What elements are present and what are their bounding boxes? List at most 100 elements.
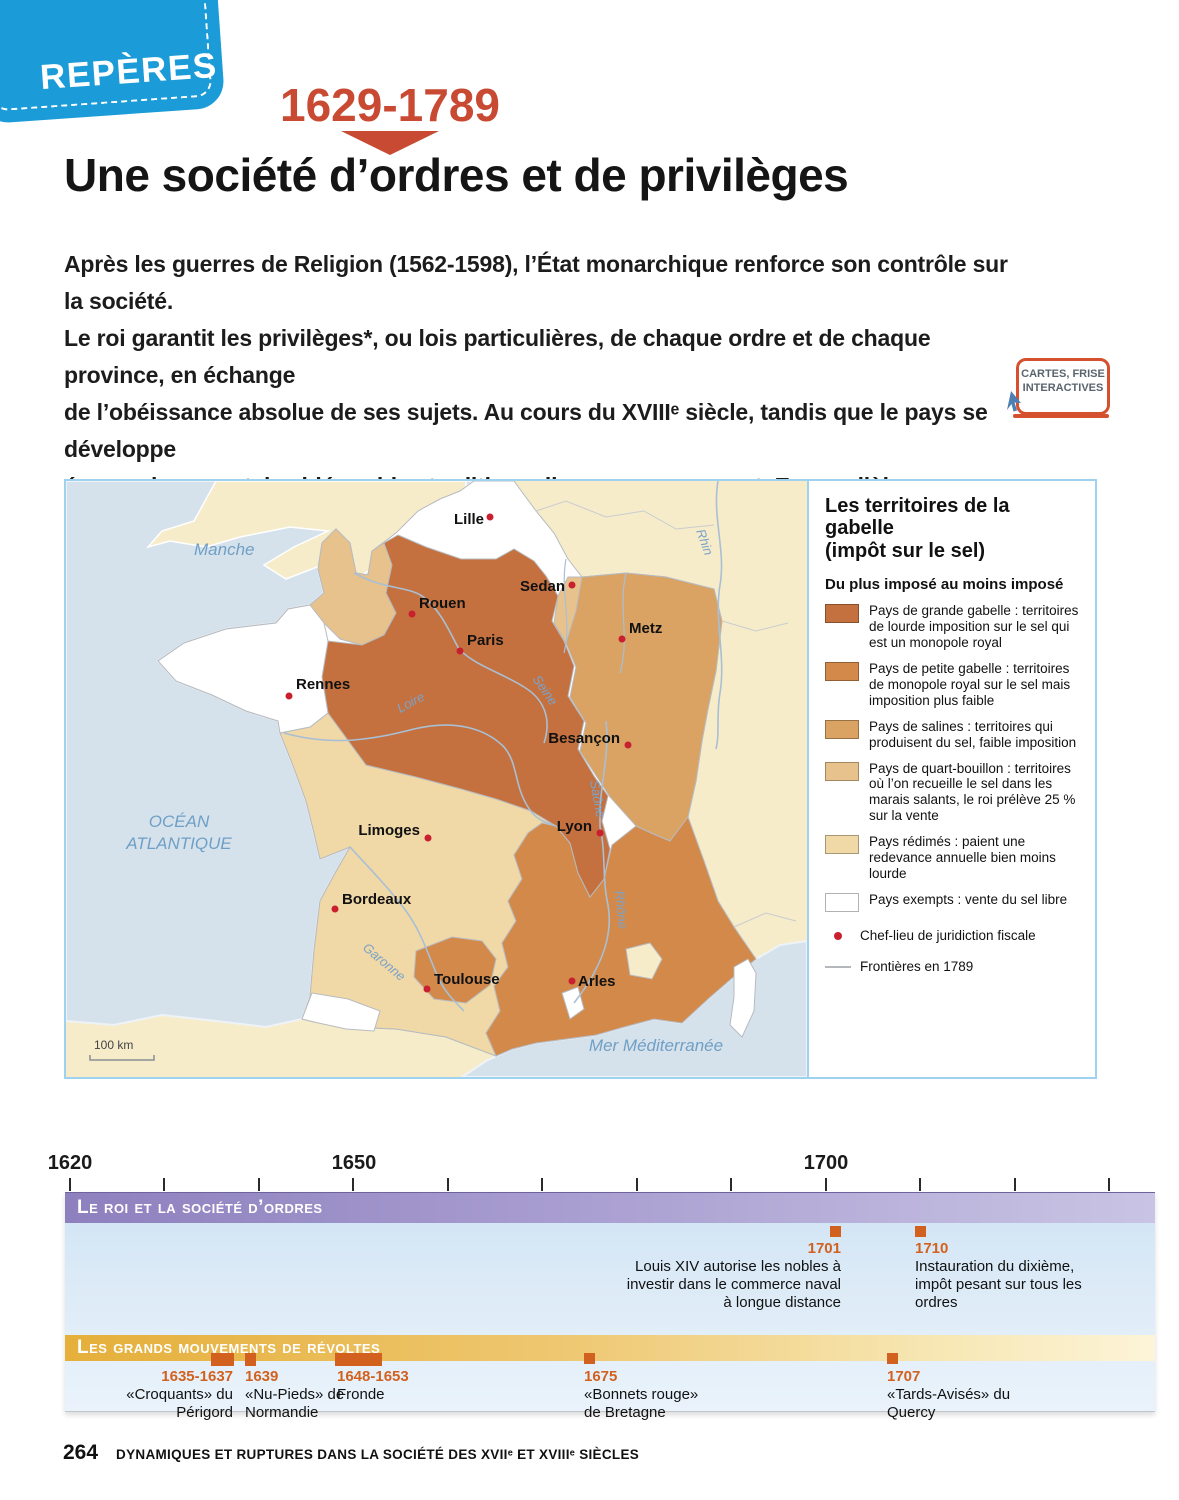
event-marker-1701 — [830, 1226, 841, 1237]
timeline-year: 1650 — [331, 1152, 377, 1174]
timeline-tick — [825, 1178, 827, 1191]
cursor-arrow-icon — [1007, 391, 1021, 412]
legend-item-redimes: Pays rédimés : paient une redevance annu… — [825, 834, 1081, 882]
event-marker-1710 — [915, 1226, 926, 1237]
legend-item-label: Pays de petite gabelle : territoires de … — [869, 660, 1071, 708]
interactive-badge-line2: INTERACTIVES — [1022, 381, 1104, 394]
interactive-badge-underline — [1013, 414, 1109, 418]
timeline-tick — [541, 1178, 543, 1191]
frontier-line — [721, 620, 789, 632]
legend-swatch — [825, 893, 859, 912]
red-dot-icon — [834, 931, 842, 940]
svg-text:Limoges: Limoges — [358, 822, 420, 839]
region-petite-gabelle — [485, 815, 757, 1057]
river-rhone — [573, 826, 611, 1004]
timeline-event-1701: 1701 Louis XIV autorise les nobles à inv… — [626, 1240, 841, 1312]
legend-item-grande-gabelle: Pays de grande gabelle : territoires de … — [825, 603, 1081, 651]
timeline-event-1710: 1710 Instauration du dixième, impôt pesa… — [915, 1240, 1095, 1312]
timeline-year: 1620 — [47, 1152, 93, 1174]
city-paris: Paris — [456, 632, 504, 655]
svg-text:Lille: Lille — [454, 511, 484, 528]
legend-item-label: Pays exempts : vente du sel libre — [869, 892, 1068, 907]
river-label-rhone: Rhône — [612, 890, 630, 929]
event-marker-1639 — [245, 1353, 256, 1366]
intro-line: de l’obéissance absolue de ses sujets. A… — [64, 399, 988, 462]
timeline-tick — [69, 1178, 71, 1191]
timeline-tick — [636, 1178, 638, 1191]
legend-item-label: Frontières en 1789 — [860, 959, 974, 974]
svg-text:Sedan: Sedan — [520, 578, 565, 595]
region-grande-gabelle — [321, 534, 611, 898]
legend-item-quart-bouillon: Pays de quart-bouillon : territoires où … — [825, 761, 1081, 825]
timeline-tick — [258, 1178, 260, 1191]
border-line-icon — [825, 965, 851, 968]
event-text: Louis XIV autorise les nobles à investir… — [626, 1258, 841, 1311]
sea-label-ocean-2: ATLANTIQUE — [125, 834, 232, 853]
chapter-date-range: 1629-1789 — [280, 79, 500, 131]
city-lyon: Lyon — [557, 818, 604, 837]
svg-text:Paris: Paris — [467, 632, 504, 649]
intro-line: Après les guerres de Religion (1562-1598… — [64, 251, 1008, 314]
legend-subtitle: Du plus imposé au moins imposé — [825, 576, 1064, 594]
timeline-tick — [163, 1178, 165, 1191]
region-comtat — [625, 942, 663, 980]
city-metz: Metz — [618, 620, 662, 643]
river-moselle — [619, 572, 627, 674]
event-text: Instauration du dixième, impôt pesant su… — [915, 1258, 1082, 1311]
timeline-event-bonnets-rouge: 1675 «Bonnets rouge» de Bretagne — [584, 1368, 719, 1422]
legend-title: Les territoires de la gabelle (impôt sur… — [825, 495, 1081, 562]
city-toulouse: Toulouse — [423, 971, 500, 993]
svg-text:Metz: Metz — [629, 620, 662, 637]
legend-swatch — [825, 761, 859, 781]
event-text: «Croquants» du Périgord — [126, 1386, 233, 1421]
region-bretagne-exempt — [157, 604, 329, 734]
france-map: Manche OCÉAN ATLANTIQUE Mer Méditerranée… — [66, 481, 807, 1077]
map-legend: Les territoires de la gabelle (impôt sur… — [807, 481, 1095, 1077]
city-sedan: Sedan — [520, 578, 576, 595]
timeline-band-revoltes-label: Les grands mouvements de révoltes — [77, 1337, 381, 1358]
svg-text:Arles: Arles — [578, 973, 616, 990]
region-bearn-exempt — [301, 992, 381, 1032]
city-lille: Lille — [454, 511, 494, 528]
river-saone — [599, 720, 608, 827]
event-text: «Tards-Avisés» du Quercy — [887, 1386, 1011, 1421]
timeline-tick — [1108, 1178, 1110, 1191]
event-date: 1701 — [807, 1240, 841, 1257]
city-rennes: Rennes — [285, 676, 350, 700]
svg-text:Rouen: Rouen — [419, 595, 466, 612]
sea-label-ocean-1: OCÉAN — [149, 812, 210, 831]
interactive-resources-badge[interactable]: CARTES, FRISE INTERACTIVES — [1016, 358, 1110, 415]
timeline-event-croquants: 1635-1637 «Croquants» du Périgord — [113, 1368, 233, 1422]
city-besancon: Besançon — [548, 730, 632, 749]
river-loire — [283, 724, 557, 827]
timeline-background — [65, 1192, 1155, 1412]
legend-swatch — [825, 719, 859, 739]
scale-label: 100 km — [94, 1038, 133, 1052]
event-date: 1707 — [887, 1368, 921, 1385]
timeline-tick — [1014, 1178, 1016, 1191]
chapter-title: DYNAMIQUES ET RUPTURES DANS LA SOCIÉTÉ D… — [116, 1447, 640, 1462]
event-marker-1648-1653 — [335, 1353, 382, 1366]
legend-swatch — [825, 835, 859, 855]
frontier-line — [733, 912, 797, 928]
svg-text:Bordeaux: Bordeaux — [342, 891, 412, 908]
scale-bar — [89, 1055, 155, 1061]
event-text: «Nu-Pieds» de Normandie — [245, 1386, 345, 1421]
gabelle-map-figure: Manche OCÉAN ATLANTIQUE Mer Méditerranée… — [64, 479, 1097, 1079]
legend-item-label: Pays de salines : territoires qui produi… — [869, 718, 1077, 750]
legend-item-label: Chef-lieu de juridiction fiscale — [860, 928, 1036, 943]
city-bordeaux: Bordeaux — [331, 891, 412, 913]
timeline-event-nu-pieds: 1639 «Nu-Pieds» de Normandie — [245, 1368, 355, 1422]
legend-item-label: Pays rédimés : paient une redevance annu… — [869, 834, 1056, 882]
city-arles: Arles — [568, 973, 616, 990]
sea-label-manche: Manche — [194, 540, 254, 559]
map-corsica — [729, 958, 757, 1038]
river-label-saone: Saône — [587, 779, 608, 819]
timeline-band-roi-label: Le roi et la société d’ordres — [77, 1197, 323, 1218]
region-petite-gabelle-toulouse — [413, 936, 497, 1004]
timeline-tick — [352, 1178, 354, 1191]
timeline-event-fronde: 1648-1653 Fronde — [337, 1368, 457, 1404]
event-date: 1648-1653 — [337, 1368, 409, 1385]
svg-text:Besançon: Besançon — [548, 730, 620, 747]
